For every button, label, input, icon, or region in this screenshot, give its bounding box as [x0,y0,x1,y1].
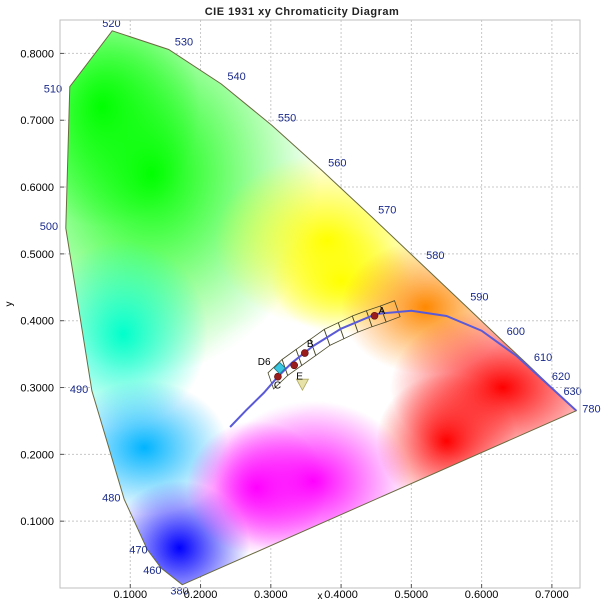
wavelength-label: 550 [278,112,296,124]
point-label: D6 [258,357,271,368]
wavelength-label: 470 [129,544,147,556]
triangle-marker [295,378,310,392]
y-tick-label: 0.1000 [20,516,54,528]
wavelength-label: 480 [102,492,120,504]
y-tick-label: 0.5000 [20,249,54,261]
wavelength-label: 530 [175,36,193,48]
point-label: B [307,339,314,350]
y-tick-label: 0.3000 [20,383,54,395]
x-tick-label: 0.2000 [184,589,218,601]
point-c [274,372,282,381]
wavelength-label: 540 [227,71,245,83]
wavelength-label: 460 [143,565,161,577]
point-label: E [296,371,303,382]
wavelength-label: 570 [378,204,396,216]
reference-points: A B C E D6 [258,306,386,392]
y-tick-label: 0.2000 [20,449,54,461]
point-b [301,349,309,357]
x-tick-label: 0.3000 [254,589,288,601]
point-label: C [274,381,281,392]
region-grid [267,300,401,390]
point-e [290,361,299,370]
wavelength-label: 520 [102,18,120,30]
x-axis-label: x [318,591,323,601]
wavelength-label: 380 [170,586,188,598]
wavelength-label: 610 [534,352,552,364]
y-tick-label: 0.4000 [20,316,54,328]
y-tick-label: 0.6000 [20,182,54,194]
wavelength-label: 590 [470,292,488,304]
x-tick-label: 0.4000 [324,589,358,601]
y-axis-label: y [4,302,15,307]
y-tick-label: 0.7000 [20,115,54,127]
x-tick-label: 0.6000 [465,589,499,601]
wavelength-label: 500 [40,221,58,233]
wavelength-label: 560 [328,158,346,170]
chart-title: CIE 1931 xy Chromaticity Diagram [204,6,400,18]
wavelength-label: 620 [552,371,570,383]
x-tick-label: 0.5000 [395,589,429,601]
axes: 0.1000 0.2000 0.3000 0.4000 0.5000 0.6000 0.70… [4,19,581,601]
wavelength-label: 780 [582,404,600,416]
wavelength-label: 510 [44,84,62,96]
planckian-locus [229,309,577,428]
wavelength-label: 600 [507,326,525,338]
wavelength-label: 630 [563,386,581,398]
x-tick-label: 0.7000 [535,589,569,601]
wavelength-label: 490 [70,384,88,396]
point-d6 [273,361,286,375]
wavelength-labels: 380 460 470 480 490 500 510 520 530 540 550 560 570 5… [40,18,601,598]
point-a [370,311,379,320]
wavelength-label: 580 [426,250,444,262]
x-tick-label: 0.1000 [113,589,147,601]
region-cell [379,300,401,323]
point-label: A [379,306,386,317]
plot-frame [59,19,581,589]
y-tick-label: 0.8000 [20,48,54,60]
